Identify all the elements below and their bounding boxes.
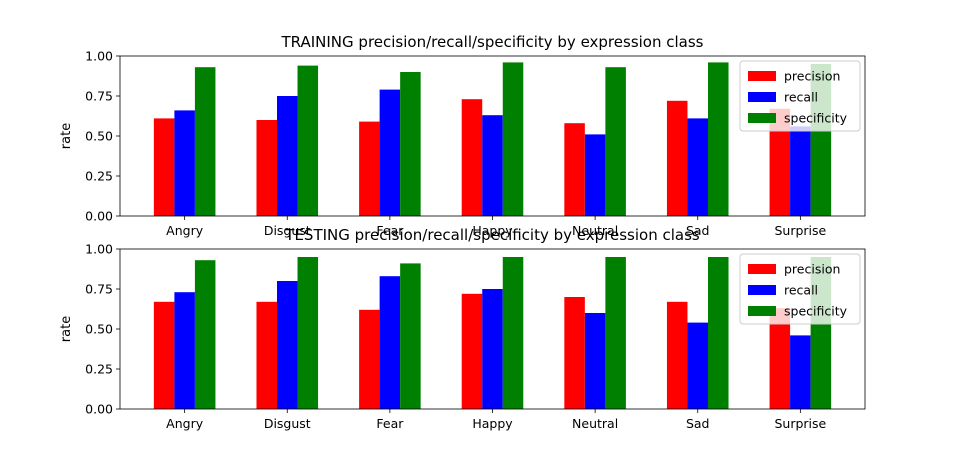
bar-precision-fear	[359, 121, 380, 216]
bar-recall-fear	[379, 276, 401, 409]
legend-swatch-specificity	[748, 306, 776, 316]
bar-specificity-fear	[400, 263, 421, 409]
x-tick-label-angry: Angry	[166, 416, 204, 431]
y-tick-label: 0.50	[85, 129, 113, 144]
x-tick-label-sad: Sad	[686, 223, 710, 238]
bar-precision-disgust	[256, 301, 277, 409]
y-axis-label: rate	[59, 123, 74, 149]
bar-specificity-disgust	[297, 65, 319, 216]
y-tick-label: 0.75	[85, 89, 113, 104]
bar-precision-neutral	[564, 123, 585, 216]
x-tick-label-fear: Fear	[376, 416, 404, 431]
x-tick-label-happy: Happy	[472, 416, 513, 431]
bar-precision-sad	[666, 301, 688, 409]
bar-recall-sad	[687, 118, 708, 216]
legend-swatch-recall	[748, 285, 776, 295]
bar-precision-neutral	[564, 297, 585, 409]
legend-swatch-recall	[748, 92, 776, 102]
chart-title: TRAINING precision/recall/specificity by…	[281, 33, 704, 51]
bar-specificity-angry	[194, 67, 216, 216]
bar-specificity-neutral	[605, 257, 626, 409]
bar-precision-surprise	[769, 308, 791, 409]
bar-specificity-angry	[194, 260, 216, 409]
bar-specificity-happy	[502, 257, 524, 409]
bar-precision-disgust	[256, 120, 277, 216]
bar-recall-neutral	[584, 134, 606, 216]
bar-recall-surprise	[790, 126, 811, 216]
legend-label-recall: recall	[784, 90, 818, 105]
x-tick-label-sad: Sad	[686, 416, 710, 431]
bar-recall-fear	[379, 89, 401, 216]
y-axis-label: rate	[59, 316, 74, 342]
legend-label-precision: precision	[784, 69, 840, 84]
x-tick-label-happy: Happy	[472, 223, 513, 238]
legend-swatch-precision	[748, 264, 776, 274]
bar-precision-sad	[666, 100, 688, 216]
bar-precision-fear	[359, 309, 380, 409]
bar-precision-happy	[461, 99, 483, 216]
bar-recall-angry	[174, 110, 195, 216]
bar-specificity-sad	[708, 62, 729, 217]
bar-recall-disgust	[277, 96, 298, 216]
bar-recall-sad	[687, 322, 708, 409]
y-tick-label: 0.25	[85, 362, 113, 377]
legend-label-specificity: specificity	[784, 304, 848, 319]
bar-recall-angry	[174, 292, 195, 409]
bar-recall-neutral	[584, 313, 606, 409]
bar-recall-surprise	[790, 335, 811, 409]
y-tick-label: 0.25	[85, 169, 113, 184]
chart-title: TESTING precision/recall/specificity by …	[284, 226, 700, 244]
x-tick-label-disgust: Disgust	[264, 223, 311, 238]
bar-recall-disgust	[277, 281, 298, 409]
bar-recall-happy	[482, 115, 503, 216]
x-tick-label-neutral: Neutral	[572, 223, 618, 238]
y-tick-label: 0.50	[85, 322, 113, 337]
axes-frame	[119, 55, 866, 217]
x-tick-label-surprise: Surprise	[774, 416, 826, 431]
y-tick-label: 1.00	[85, 49, 113, 64]
bar-specificity-sad	[708, 257, 729, 409]
bar-specificity-disgust	[297, 257, 319, 409]
y-tick-label: 0.00	[85, 209, 113, 224]
bar-precision-angry	[153, 301, 175, 409]
y-tick-label: 0.00	[85, 402, 113, 417]
legend-label-precision: precision	[784, 262, 840, 277]
x-tick-label-fear: Fear	[376, 223, 404, 238]
x-tick-label-neutral: Neutral	[572, 416, 618, 431]
bar-precision-happy	[461, 293, 483, 409]
bar-precision-surprise	[769, 108, 791, 216]
axes-frame	[119, 248, 866, 410]
bar-specificity-happy	[502, 62, 524, 217]
x-tick-label-surprise: Surprise	[774, 223, 826, 238]
bar-specificity-neutral	[605, 67, 626, 216]
legend-swatch-specificity	[748, 113, 776, 123]
bar-precision-angry	[153, 118, 175, 216]
y-tick-label: 0.75	[85, 282, 113, 297]
bar-specificity-fear	[400, 72, 421, 216]
x-tick-label-angry: Angry	[166, 223, 204, 238]
x-tick-label-disgust: Disgust	[264, 416, 311, 431]
legend-label-specificity: specificity	[784, 111, 848, 126]
bar-recall-happy	[482, 289, 503, 409]
legend-swatch-precision	[748, 71, 776, 81]
y-tick-label: 1.00	[85, 242, 113, 257]
legend-label-recall: recall	[784, 283, 818, 298]
